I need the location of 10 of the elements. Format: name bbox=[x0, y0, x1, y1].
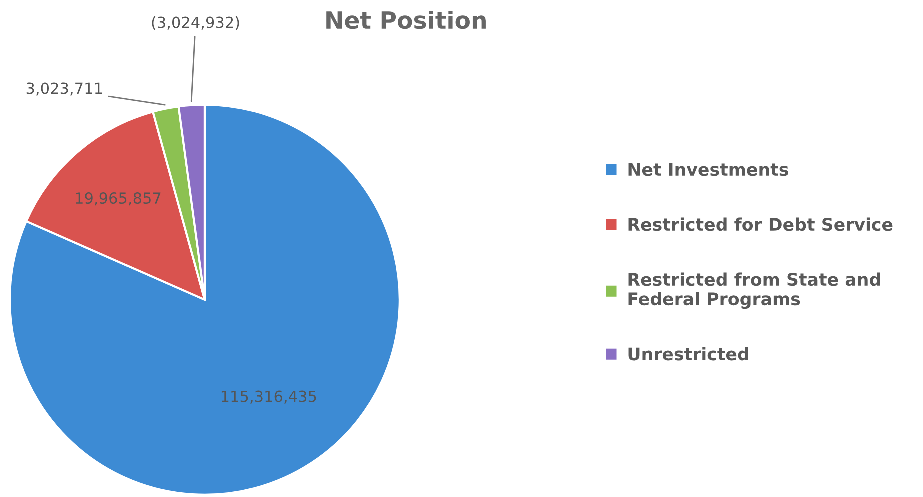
data-label: 19,965,857 bbox=[76, 192, 161, 206]
data-label: 3,023,711 bbox=[26, 82, 102, 96]
legend-label: Restricted from State and Federal Programs bbox=[628, 272, 880, 310]
data-label: (3,024,932) bbox=[152, 16, 240, 30]
chart-title: Net Position bbox=[326, 10, 486, 30]
legend-label: Unrestricted bbox=[628, 347, 748, 361]
legend-label: Net Investments bbox=[628, 163, 788, 176]
legend-label: Restricted for Debt Service bbox=[628, 218, 893, 232]
data-label: 115,316,435 bbox=[222, 390, 316, 404]
pie-slice bbox=[8, 104, 401, 496]
